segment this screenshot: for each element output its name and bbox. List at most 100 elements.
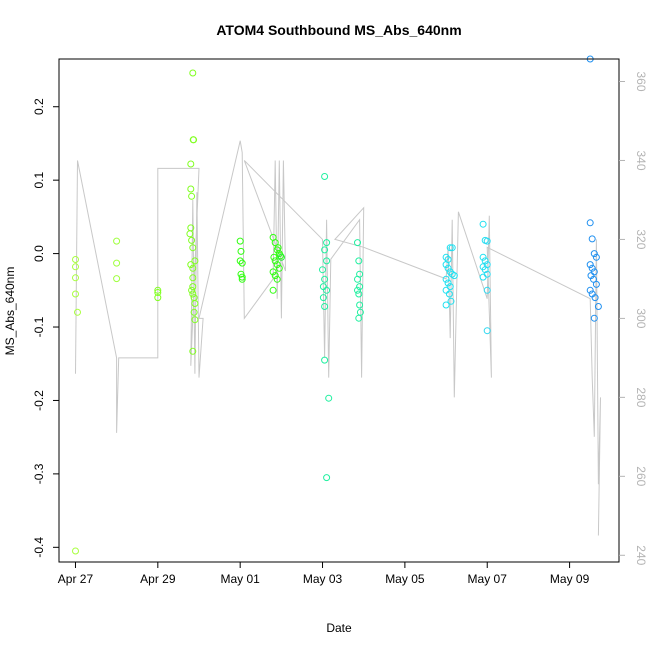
- data-point: [591, 294, 599, 302]
- data-point: [481, 257, 489, 265]
- y2-tick-label: 280: [634, 387, 648, 407]
- data-point: [450, 272, 458, 280]
- data-point: [590, 275, 597, 283]
- data-point: [442, 275, 450, 283]
- data-point: [442, 301, 450, 309]
- data-point: [356, 301, 364, 309]
- data-point: [481, 266, 489, 274]
- data-point: [236, 257, 244, 265]
- y2-tick-label: 320: [634, 229, 648, 249]
- data-point: [113, 259, 121, 267]
- y2-tick-label: 300: [634, 308, 648, 328]
- data-point: [355, 290, 363, 298]
- data-point: [191, 300, 199, 307]
- data-point: [323, 474, 331, 482]
- y-tick-label: 0.2: [32, 98, 46, 115]
- data-point: [189, 274, 197, 282]
- secondary-series-lines: [75, 140, 601, 536]
- data-point: [238, 275, 246, 283]
- data-point: [271, 239, 279, 247]
- data-point: [355, 314, 363, 322]
- data-point: [446, 283, 454, 291]
- data-point: [444, 279, 452, 287]
- data-point: [321, 356, 329, 364]
- data-point: [271, 257, 279, 265]
- data-point: [590, 250, 598, 258]
- x-tick-label: May 07: [468, 572, 508, 586]
- data-point: [273, 261, 281, 269]
- data-point: [72, 263, 79, 271]
- data-point: [479, 220, 487, 228]
- data-point: [188, 286, 196, 294]
- data-point: [72, 256, 79, 263]
- data-point: [354, 286, 361, 294]
- x-tick-label: May 09: [550, 572, 590, 586]
- x-tick-label: Apr 27: [58, 572, 94, 586]
- data-point: [356, 283, 364, 291]
- data-point: [323, 239, 331, 247]
- data-point: [277, 252, 284, 260]
- data-point: [189, 244, 197, 252]
- data-point: [191, 316, 199, 324]
- data-point: [444, 264, 452, 272]
- data-point: [592, 280, 600, 288]
- data-point: [237, 247, 245, 255]
- y2-tick-label: 240: [634, 545, 648, 565]
- data-point: [189, 347, 197, 355]
- data-point: [319, 294, 327, 302]
- data-point: [321, 173, 329, 180]
- data-point: [186, 230, 194, 238]
- x-tick-label: May 03: [303, 572, 343, 586]
- y-axis: -0.4 -0.3 -0.2 -0.1 0.0 0.1 0.2: [32, 98, 59, 558]
- data-point: [479, 273, 487, 281]
- data-point: [189, 290, 197, 298]
- data-point: [321, 275, 329, 283]
- data-point: [238, 259, 246, 267]
- data-point: [323, 257, 331, 265]
- y-axis-label: MS_Abs_640nm: [3, 267, 17, 356]
- data-point: [238, 273, 246, 281]
- data-point: [72, 290, 79, 298]
- data-point: [588, 235, 596, 243]
- data-point: [274, 244, 282, 252]
- data-point: [269, 286, 277, 294]
- data-point: [588, 264, 596, 272]
- secondary-series-line: [75, 140, 601, 536]
- y2-tick-label: 260: [634, 466, 648, 486]
- data-point: [586, 286, 594, 294]
- data-point: [446, 268, 454, 276]
- data-point: [113, 275, 121, 283]
- data-point: [445, 290, 453, 298]
- data-point: [154, 294, 162, 302]
- y-tick-label: -0.3: [32, 463, 46, 484]
- x-tick-label: May 01: [220, 572, 260, 586]
- data-point: [590, 314, 598, 322]
- ms-abs-points: [72, 55, 602, 555]
- data-point: [277, 253, 285, 261]
- x-tick-label: Apr 29: [140, 572, 176, 586]
- secondary-y-axis: 240 260 280 300 320 340 360: [619, 71, 648, 566]
- data-point: [189, 136, 197, 144]
- x-tick-label: May 05: [385, 572, 425, 586]
- y-tick-label: -0.4: [32, 537, 46, 558]
- data-point: [325, 394, 333, 402]
- x-axis: Apr 27 Apr 29 May 01 May 03 May 05 May 07 May …: [58, 562, 590, 586]
- data-point: [189, 264, 197, 272]
- data-point: [269, 268, 277, 276]
- data-point: [190, 308, 198, 316]
- data-point: [72, 547, 79, 555]
- data-point: [479, 253, 487, 261]
- y-tick-label: -0.2: [32, 390, 46, 411]
- data-point: [483, 327, 491, 335]
- data-point: [446, 244, 454, 252]
- data-point: [188, 192, 196, 200]
- x-axis-label: Date: [326, 621, 352, 635]
- data-point: [448, 244, 456, 252]
- data-point: [188, 236, 196, 244]
- data-point: [354, 275, 361, 283]
- data-point: [586, 219, 594, 227]
- data-point: [586, 261, 594, 269]
- data-point: [273, 275, 281, 283]
- data-point: [594, 303, 602, 310]
- data-point: [154, 289, 162, 296]
